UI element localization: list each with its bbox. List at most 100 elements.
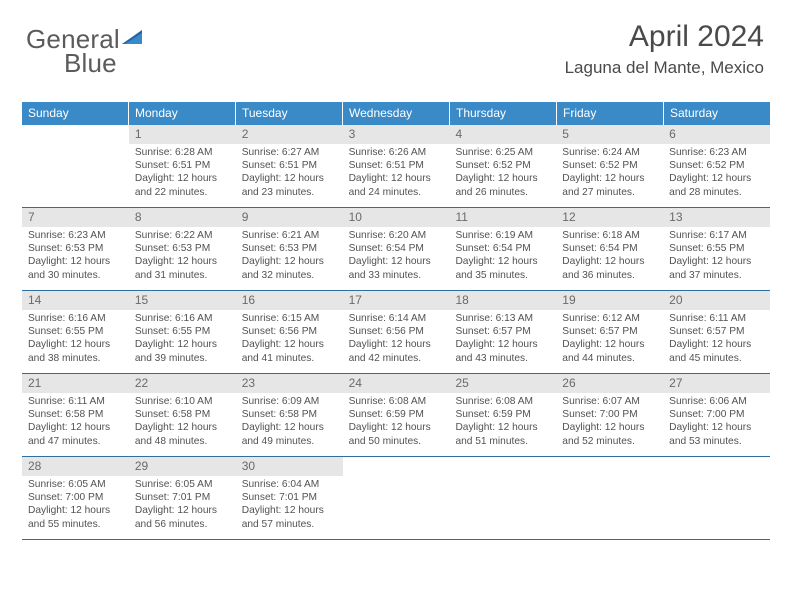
daylight-line: Daylight: 12 hours and 36 minutes. <box>562 255 657 281</box>
sunrise-line: Sunrise: 6:20 AM <box>349 229 444 242</box>
day-cell: 18Sunrise: 6:13 AMSunset: 6:57 PMDayligh… <box>449 291 556 373</box>
sunset-line: Sunset: 6:54 PM <box>562 242 657 255</box>
sunset-line: Sunset: 6:51 PM <box>349 159 444 172</box>
day-number-bar: 1 <box>129 125 236 144</box>
day-cell: 21Sunrise: 6:11 AMSunset: 6:58 PMDayligh… <box>22 374 129 456</box>
day-cell: 17Sunrise: 6:14 AMSunset: 6:56 PMDayligh… <box>343 291 450 373</box>
sunrise-line: Sunrise: 6:22 AM <box>135 229 230 242</box>
daylight-line: Daylight: 12 hours and 24 minutes. <box>349 172 444 198</box>
week-row: 1Sunrise: 6:28 AMSunset: 6:51 PMDaylight… <box>22 125 770 208</box>
daylight-line: Daylight: 12 hours and 56 minutes. <box>135 504 230 530</box>
day-cell: 26Sunrise: 6:07 AMSunset: 7:00 PMDayligh… <box>556 374 663 456</box>
page-title: April 2024 <box>565 20 764 54</box>
day-number-bar: 18 <box>449 291 556 310</box>
day-number-bar: 14 <box>22 291 129 310</box>
logo-text-b: Blue <box>64 48 117 78</box>
sunrise-line: Sunrise: 6:04 AM <box>242 478 337 491</box>
sunrise-line: Sunrise: 6:06 AM <box>669 395 764 408</box>
sunrise-line: Sunrise: 6:15 AM <box>242 312 337 325</box>
day-cell: 24Sunrise: 6:08 AMSunset: 6:59 PMDayligh… <box>343 374 450 456</box>
daylight-line: Daylight: 12 hours and 57 minutes. <box>242 504 337 530</box>
day-number: 25 <box>455 376 468 390</box>
day-number-bar: 5 <box>556 125 663 144</box>
day-number-bar: 28 <box>22 457 129 476</box>
sunrise-line: Sunrise: 6:28 AM <box>135 146 230 159</box>
sunset-line: Sunset: 6:55 PM <box>28 325 123 338</box>
dow-row: SundayMondayTuesdayWednesdayThursdayFrid… <box>22 102 770 125</box>
day-cell <box>663 457 770 539</box>
day-cell: 11Sunrise: 6:19 AMSunset: 6:54 PMDayligh… <box>449 208 556 290</box>
day-cell <box>343 457 450 539</box>
daylight-line: Daylight: 12 hours and 32 minutes. <box>242 255 337 281</box>
day-number: 4 <box>455 127 462 141</box>
day-number: 20 <box>669 293 682 307</box>
daylight-line: Daylight: 12 hours and 26 minutes. <box>455 172 550 198</box>
daylight-line: Daylight: 12 hours and 30 minutes. <box>28 255 123 281</box>
day-number-bar: 11 <box>449 208 556 227</box>
day-cell <box>556 457 663 539</box>
sunset-line: Sunset: 6:58 PM <box>242 408 337 421</box>
day-number: 19 <box>562 293 575 307</box>
daylight-line: Daylight: 12 hours and 43 minutes. <box>455 338 550 364</box>
sunset-line: Sunset: 6:55 PM <box>669 242 764 255</box>
day-number: 23 <box>242 376 255 390</box>
day-cell: 6Sunrise: 6:23 AMSunset: 6:52 PMDaylight… <box>663 125 770 207</box>
daylight-line: Daylight: 12 hours and 41 minutes. <box>242 338 337 364</box>
day-number: 17 <box>349 293 362 307</box>
daylight-line: Daylight: 12 hours and 23 minutes. <box>242 172 337 198</box>
day-number-bar: 23 <box>236 374 343 393</box>
sunrise-line: Sunrise: 6:16 AM <box>28 312 123 325</box>
day-number: 21 <box>28 376 41 390</box>
day-cell: 16Sunrise: 6:15 AMSunset: 6:56 PMDayligh… <box>236 291 343 373</box>
day-number: 1 <box>135 127 142 141</box>
daylight-line: Daylight: 12 hours and 44 minutes. <box>562 338 657 364</box>
day-number: 8 <box>135 210 142 224</box>
daylight-line: Daylight: 12 hours and 49 minutes. <box>242 421 337 447</box>
daylight-line: Daylight: 12 hours and 53 minutes. <box>669 421 764 447</box>
day-cell: 30Sunrise: 6:04 AMSunset: 7:01 PMDayligh… <box>236 457 343 539</box>
day-number-bar: 26 <box>556 374 663 393</box>
sunrise-line: Sunrise: 6:08 AM <box>455 395 550 408</box>
day-cell <box>449 457 556 539</box>
sunset-line: Sunset: 6:51 PM <box>242 159 337 172</box>
daylight-line: Daylight: 12 hours and 27 minutes. <box>562 172 657 198</box>
sunrise-line: Sunrise: 6:05 AM <box>135 478 230 491</box>
sunset-line: Sunset: 7:01 PM <box>135 491 230 504</box>
day-cell: 27Sunrise: 6:06 AMSunset: 7:00 PMDayligh… <box>663 374 770 456</box>
day-cell: 13Sunrise: 6:17 AMSunset: 6:55 PMDayligh… <box>663 208 770 290</box>
day-number: 12 <box>562 210 575 224</box>
day-number: 28 <box>28 459 41 473</box>
sunrise-line: Sunrise: 6:07 AM <box>562 395 657 408</box>
day-cell: 9Sunrise: 6:21 AMSunset: 6:53 PMDaylight… <box>236 208 343 290</box>
daylight-line: Daylight: 12 hours and 48 minutes. <box>135 421 230 447</box>
day-cell <box>22 125 129 207</box>
sunset-line: Sunset: 6:52 PM <box>669 159 764 172</box>
day-number: 14 <box>28 293 41 307</box>
dow-cell: Tuesday <box>236 102 343 125</box>
sunset-line: Sunset: 7:00 PM <box>562 408 657 421</box>
logo-triangle-icon <box>122 28 144 51</box>
day-cell: 23Sunrise: 6:09 AMSunset: 6:58 PMDayligh… <box>236 374 343 456</box>
sunrise-line: Sunrise: 6:27 AM <box>242 146 337 159</box>
day-number-bar: 3 <box>343 125 450 144</box>
daylight-line: Daylight: 12 hours and 28 minutes. <box>669 172 764 198</box>
day-number: 11 <box>455 210 467 224</box>
daylight-line: Daylight: 12 hours and 42 minutes. <box>349 338 444 364</box>
sunset-line: Sunset: 6:59 PM <box>455 408 550 421</box>
day-number-bar: 21 <box>22 374 129 393</box>
day-cell: 15Sunrise: 6:16 AMSunset: 6:55 PMDayligh… <box>129 291 236 373</box>
day-cell: 8Sunrise: 6:22 AMSunset: 6:53 PMDaylight… <box>129 208 236 290</box>
week-row: 7Sunrise: 6:23 AMSunset: 6:53 PMDaylight… <box>22 208 770 291</box>
sunrise-line: Sunrise: 6:11 AM <box>28 395 123 408</box>
day-number: 3 <box>349 127 356 141</box>
sunrise-line: Sunrise: 6:10 AM <box>135 395 230 408</box>
sunset-line: Sunset: 6:55 PM <box>135 325 230 338</box>
sunset-line: Sunset: 6:52 PM <box>562 159 657 172</box>
daylight-line: Daylight: 12 hours and 35 minutes. <box>455 255 550 281</box>
dow-cell: Wednesday <box>343 102 450 125</box>
day-number: 5 <box>562 127 569 141</box>
dow-cell: Friday <box>557 102 664 125</box>
sunset-line: Sunset: 7:00 PM <box>669 408 764 421</box>
sunset-line: Sunset: 6:59 PM <box>349 408 444 421</box>
week-row: 28Sunrise: 6:05 AMSunset: 7:00 PMDayligh… <box>22 457 770 540</box>
